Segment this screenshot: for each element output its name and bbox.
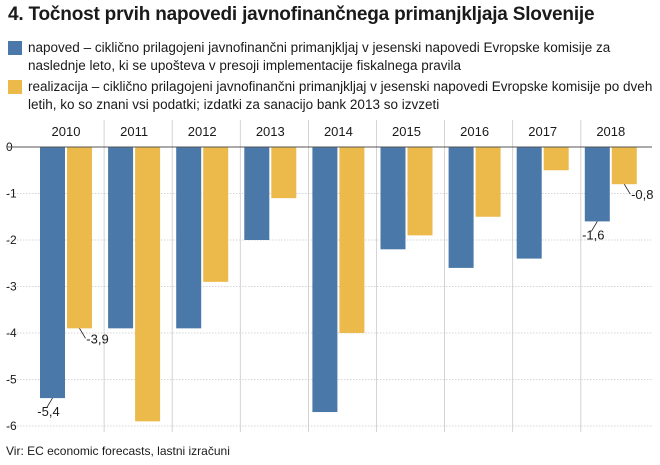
data-label: -0,8 [631,187,653,202]
legend-item-napoved: napoved – ciklično prilagojeni javnofina… [8,39,653,75]
bar-realizacija-2013 [271,147,297,199]
bar-napoved-2010 [40,147,65,399]
legend-desc-napoved: – ciklično prilagojeni javnofinančni pri… [28,40,611,73]
x-tick-label: 2016 [460,124,489,139]
x-tick-label: 2012 [188,124,217,139]
y-tick-label: -5 [6,373,17,387]
data-label: -1,6 [582,227,604,242]
bar-realizacija-2015 [407,147,433,236]
bar-napoved-2016 [448,147,474,268]
legend-label-realizacija: realizacija [28,79,89,94]
y-tick-label: -1 [6,187,17,201]
legend-label-napoved: napoved [28,40,80,55]
bar-realizacija-2011 [135,147,161,422]
bar-napoved-2012 [176,147,202,329]
data-label-leader [623,183,631,195]
bar-napoved-2018 [584,147,610,222]
data-label: -3,9 [86,331,108,346]
legend-swatch-realizacija [8,80,22,94]
bar-realizacija-2017 [543,147,569,171]
legend-desc-realizacija: – ciklično prilagojeni javnofinančni pri… [28,79,653,112]
x-tick-label: 2017 [528,124,557,139]
bar-napoved-2011 [108,147,134,329]
x-tick-label: 2014 [324,124,353,139]
y-tick-label: -6 [6,419,17,433]
bar-napoved-2017 [516,147,542,259]
data-label: -5,4 [37,404,59,419]
y-tick-label: -2 [6,233,17,247]
bar-realizacija-2016 [475,147,501,217]
source-note: Vir: EC economic forecasts, lastni izrač… [6,444,230,458]
x-tick-label: 2011 [120,124,148,139]
bar-realizacija-2014 [339,147,365,333]
legend-item-realizacija: realizacija – ciklično prilagojeni javno… [8,78,653,114]
bar-napoved-2013 [244,147,270,240]
x-tick-label: 2018 [596,124,625,139]
y-tick-label: -4 [6,326,17,340]
legend-swatch-napoved [8,41,22,55]
bar-realizacija-2012 [203,147,229,282]
x-tick-label: 2010 [52,124,81,139]
chart-title: 4. Točnost prvih napovedi javnofinančneg… [8,4,595,25]
x-tick-label: 2015 [392,124,421,139]
x-tick-label: 2013 [256,124,285,139]
y-tick-label: -3 [6,280,17,294]
data-label-leader [79,328,86,339]
data-label-leader [590,221,598,232]
bar-napoved-2015 [380,147,406,250]
bar-napoved-2014 [312,147,338,413]
bar-realizacija-2018 [611,147,637,185]
bar-realizacija-2010 [67,147,92,329]
data-label-leader [46,397,53,409]
